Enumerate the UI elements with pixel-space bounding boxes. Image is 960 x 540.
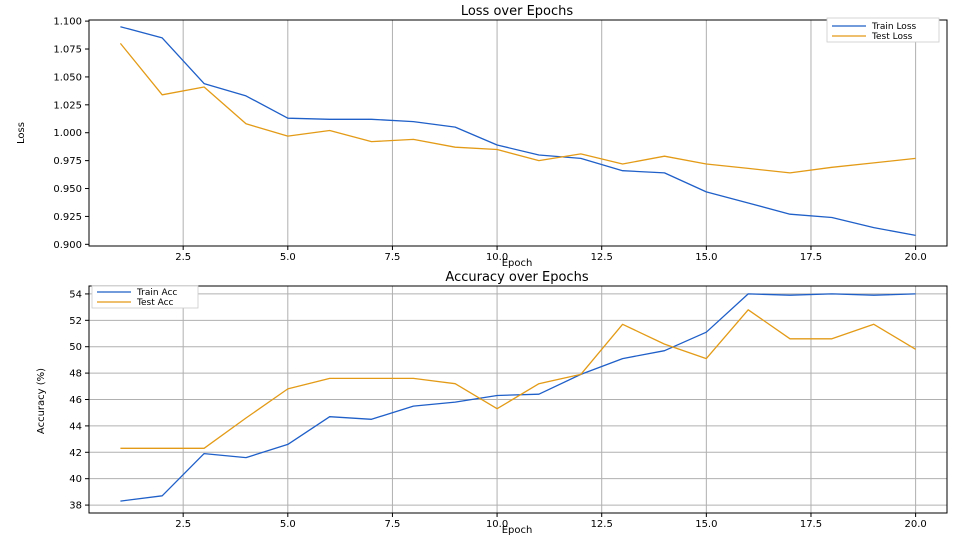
accuracy-chart-legend: Train Acc Test Acc — [91, 285, 199, 309]
series-line-test-loss — [119, 42, 916, 174]
accuracy-y-tick-label: 42 — [69, 448, 82, 459]
loss-x-tick-label: 15.0 — [695, 252, 717, 263]
accuracy-y-tick-label: 38 — [69, 501, 82, 512]
accuracy-x-tick-label: 20.0 — [904, 519, 926, 530]
legend-test-acc: Test Acc — [136, 298, 174, 308]
accuracy-chart-ylabel: Accuracy (%) — [36, 368, 47, 434]
accuracy-y-tick-label: 48 — [69, 369, 82, 380]
legend-test-loss: Test Loss — [871, 32, 913, 42]
loss-chart-title: Loss over Epochs — [461, 4, 574, 19]
loss-y-tick-label: 1.100 — [53, 17, 82, 28]
loss-x-tick-label: 12.5 — [591, 252, 613, 263]
loss-chart-frame — [88, 19, 948, 247]
accuracy-x-tick-label: 5.0 — [280, 519, 296, 530]
accuracy-x-tick-label: 10.0 — [486, 519, 508, 530]
loss-x-tick-label: 7.5 — [384, 252, 400, 263]
loss-y-tick-label: 1.075 — [53, 45, 82, 56]
loss-chart: Loss over Epochs Epoch Loss 2.5 5.0 7.5 10.… — [16, 4, 948, 269]
loss-y-tick-label: 1.050 — [53, 72, 82, 83]
accuracy-y-tick-label: 54 — [69, 289, 82, 300]
loss-x-tick-label: 2.5 — [175, 252, 191, 263]
series-line-train-acc — [120, 293, 916, 502]
loss-x-tick-label: 20.0 — [904, 252, 926, 263]
accuracy-x-tick-label: 2.5 — [175, 519, 191, 530]
series-line-train-loss — [120, 26, 916, 237]
accuracy-y-tick-label: 52 — [69, 316, 82, 327]
accuracy-y-tick-label: 40 — [69, 474, 82, 485]
accuracy-chart-title: Accuracy over Epochs — [445, 270, 588, 285]
loss-chart-ylabel: Loss — [16, 122, 27, 144]
loss-y-tick-label: 0.925 — [53, 212, 82, 223]
loss-y-tick-label: 0.900 — [53, 240, 82, 251]
loss-y-tick-label: 0.975 — [53, 156, 82, 167]
accuracy-x-tick-label: 7.5 — [384, 519, 400, 530]
loss-y-tick-label: 1.025 — [53, 100, 82, 111]
accuracy-y-tick-label: 50 — [69, 342, 82, 353]
accuracy-x-tick-label: 12.5 — [591, 519, 613, 530]
accuracy-y-tick-label: 44 — [69, 421, 82, 432]
loss-y-tick-label: 0.950 — [53, 184, 82, 195]
legend-train-loss: Train Loss — [871, 22, 917, 32]
loss-y-tick-label: 1.000 — [53, 128, 82, 139]
accuracy-y-tick-label: 46 — [69, 395, 82, 406]
series-line-test-acc — [120, 309, 916, 449]
loss-x-tick-label: 10.0 — [486, 252, 508, 263]
legend-train-acc: Train Acc — [136, 288, 177, 298]
loss-chart-legend: Train Loss Test Loss — [826, 17, 940, 43]
accuracy-x-tick-label: 17.5 — [800, 519, 822, 530]
loss-chart-xlabel: Epoch — [502, 258, 533, 269]
accuracy-chart-xlabel: Epoch — [502, 525, 533, 536]
accuracy-chart: Accuracy over Epochs Epoch Accuracy (%) … — [36, 270, 948, 536]
loss-x-tick-label: 17.5 — [800, 252, 822, 263]
loss-x-tick-label: 5.0 — [280, 252, 296, 263]
accuracy-x-tick-label: 15.0 — [695, 519, 717, 530]
